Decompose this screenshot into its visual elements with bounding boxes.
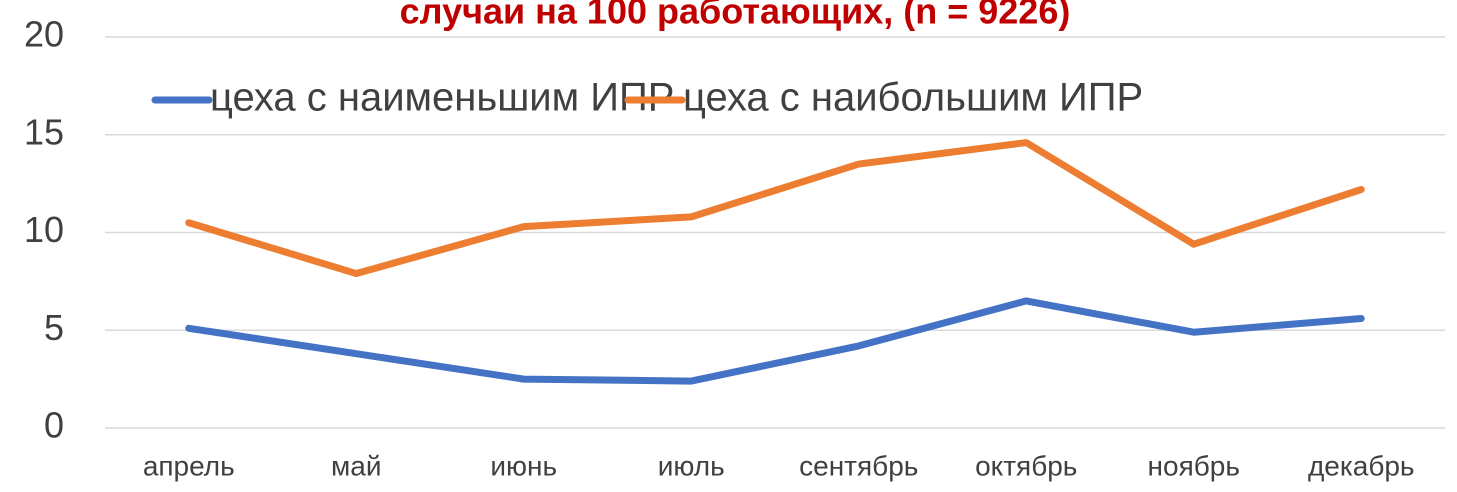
- y-tick-label: 15: [24, 111, 64, 152]
- x-tick-label: декабрь: [1308, 450, 1415, 481]
- x-tick-label: июнь: [490, 450, 557, 481]
- x-tick-label: октябрь: [975, 450, 1077, 481]
- x-tick-label: май: [331, 450, 381, 481]
- legend-label: цеха с наибольшим ИПР: [683, 76, 1143, 120]
- x-tick-label: ноябрь: [1148, 450, 1240, 481]
- x-tick-label: апрель: [143, 450, 235, 481]
- chart-title: случаи на 100 работающих, (n = 9226): [400, 0, 1071, 32]
- y-tick-label: 10: [24, 209, 64, 250]
- y-tick-label: 20: [24, 14, 64, 55]
- y-tick-label: 0: [44, 405, 64, 446]
- x-tick-label: июль: [658, 450, 725, 481]
- y-tick-label: 5: [44, 307, 64, 348]
- x-tick-label: сентябрь: [799, 450, 918, 481]
- series-line: [185, 297, 1365, 385]
- legend-label: цеха с наименьшим ИПР: [210, 76, 674, 120]
- series-line: [185, 139, 1365, 278]
